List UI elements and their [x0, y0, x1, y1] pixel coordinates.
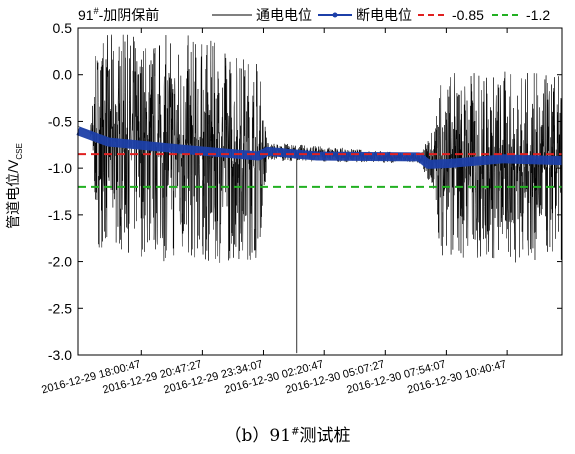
legend-label-off-potential: 断电电位: [356, 7, 412, 23]
legend-label-on-potential: 通电电位: [256, 7, 312, 23]
plot-frame: [77, 27, 563, 356]
chart-title-rest: -加阴保前: [99, 7, 160, 23]
legend: 通电电位 断电电位 -0.85 -1.2: [212, 7, 550, 23]
chart-svg: 0.50.0-0.5-1.0-1.5-2.0-2.5-3.02016-12-29…: [5, 6, 563, 396]
on-potential-line: [77, 34, 563, 263]
off-potential-band: [76, 126, 563, 169]
y-tick-label: -0.5: [48, 113, 72, 129]
figure-caption: （b）91#测试桩: [0, 421, 575, 446]
caption-sup: #: [291, 426, 300, 438]
y-tick-label: 0.5: [53, 20, 73, 36]
y-tick-label: -1.5: [48, 207, 72, 223]
caption-suffix: 测试桩: [299, 426, 351, 446]
chart-title-sup: #: [94, 6, 99, 16]
y-axis-label-main: 管道电位/V: [5, 159, 21, 229]
y-tick-label: -2.0: [48, 254, 72, 270]
plot-data: [76, 34, 563, 354]
caption-prefix: （b）91: [224, 426, 292, 446]
y-tick-label: -3.0: [48, 347, 72, 363]
legend-marker-off-potential: [332, 12, 338, 18]
legend-label-1-2: -1.2: [526, 7, 550, 23]
y-tick-label: -2.5: [48, 300, 72, 316]
y-axis-label: 管道电位/VCSE: [5, 143, 24, 229]
y-tick-label: -1.0: [48, 160, 72, 176]
chart-title-main: 91: [78, 7, 94, 23]
y-axis-label-sub: CSE: [15, 143, 24, 159]
y-tick-label: 0.0: [53, 67, 73, 83]
chart-title: 91#-加阴保前: [78, 6, 159, 23]
legend-label-0-85: -0.85: [452, 7, 484, 23]
